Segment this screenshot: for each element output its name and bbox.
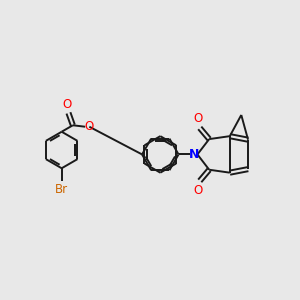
Text: O: O <box>194 112 202 125</box>
Text: O: O <box>62 98 72 111</box>
Text: O: O <box>85 120 94 133</box>
Text: O: O <box>194 184 202 196</box>
Text: Br: Br <box>55 183 68 196</box>
Text: N: N <box>189 148 199 161</box>
